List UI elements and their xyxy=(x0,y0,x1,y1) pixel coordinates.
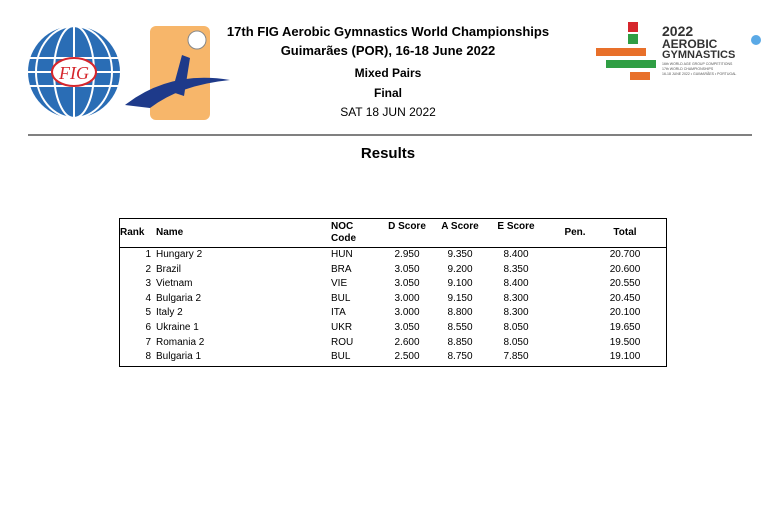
table-cell: 9.150 xyxy=(447,292,473,304)
table-cell: 19.650 xyxy=(609,322,641,333)
table-cell: 20.600 xyxy=(609,263,641,275)
table-cell: HUN xyxy=(331,249,353,260)
table-cell: 8.850 xyxy=(447,336,473,348)
table-cell: 2.600 xyxy=(394,336,420,348)
table-cell: 5 xyxy=(145,307,151,319)
logo-line: GYMNASTICS xyxy=(662,49,735,61)
table-cell: 2.500 xyxy=(394,351,420,363)
table-cell: Italy 2 xyxy=(156,307,183,319)
event-logo: 2022 AEROBIC GYMNASTICS 16th WORLD AGE G… xyxy=(596,22,761,80)
table-cell: Bulgaria 1 xyxy=(156,351,202,363)
fig-logo: FIG xyxy=(28,25,120,119)
table-cell: 3.000 xyxy=(394,292,420,304)
table-cell: Hungary 2 xyxy=(156,249,203,260)
table-cell: 8 xyxy=(145,351,151,363)
event: Mixed Pairs xyxy=(354,66,422,80)
column-header: D Score xyxy=(388,221,426,232)
table-cell: 6 xyxy=(145,322,151,333)
phase: Final xyxy=(373,86,402,100)
table-cell: 20.700 xyxy=(609,249,641,260)
logo-year: 2022 xyxy=(662,23,693,39)
venue: Guimarães (POR), 16-18 June 2022 xyxy=(280,43,496,58)
table-cell: 8.050 xyxy=(503,336,529,348)
table-cell: BUL xyxy=(331,351,351,363)
table-cell: 9.200 xyxy=(447,263,473,275)
column-header: NOC Code xyxy=(331,221,356,244)
table-cell: 3.050 xyxy=(394,263,420,275)
table-cell: 2.950 xyxy=(394,249,420,260)
table-cell: 8.300 xyxy=(503,307,529,319)
results-table: Rank Name NOC Code D Score A Score E Score Pen… xyxy=(119,218,667,367)
table-cell: 8.550 xyxy=(447,322,473,333)
date: SAT 18 JUN 2022 xyxy=(340,105,436,119)
table-cell: ROU xyxy=(331,336,354,348)
column-header: Name xyxy=(156,227,184,238)
section-title: Results xyxy=(360,145,416,162)
table-cell: 8.400 xyxy=(503,249,529,260)
table-cell: 3.000 xyxy=(394,307,420,319)
table-cell: 8.750 xyxy=(447,351,473,363)
table-cell: Ukraine 1 xyxy=(156,322,199,333)
table-cell: 7.850 xyxy=(503,351,529,363)
table-cell: 8.050 xyxy=(503,322,529,333)
fig-logo-text: FIG xyxy=(58,63,89,83)
table-cell: 8.800 xyxy=(447,307,473,319)
column-header: E Score xyxy=(497,221,535,232)
table-cell: 8.400 xyxy=(503,278,529,290)
table-cell: BUL xyxy=(331,292,351,304)
table-cell: 4 xyxy=(145,292,151,304)
table-cell: 8.300 xyxy=(503,292,529,304)
table-cell: Bulgaria 2 xyxy=(156,292,202,304)
table-cell: 3.050 xyxy=(394,322,420,333)
event-emblem xyxy=(125,26,230,120)
table-cell: Romania 2 xyxy=(156,336,205,348)
logo-small: 17th WORLD CHAMPIONSHIPS xyxy=(662,67,714,71)
column-header: Rank xyxy=(120,227,145,238)
table-cell: 8.350 xyxy=(503,263,529,275)
logo-small: 16th WORLD AGE GROUP COMPETITIONS xyxy=(662,62,733,66)
logos: FIG 2022 AEROBIC GYMNASTICS 16th WORLD A… xyxy=(28,22,761,136)
table-cell: 9.100 xyxy=(447,278,473,290)
title: 17th FIG Aerobic Gymnastics World Champi… xyxy=(226,24,550,39)
table-cell: 1 xyxy=(145,249,151,260)
table-cell: 20.550 xyxy=(609,278,641,290)
table-cell: 3.050 xyxy=(394,278,420,290)
table-cell: 7 xyxy=(145,336,151,348)
table-cell: 3 xyxy=(145,278,151,290)
logo-line: AEROBIC xyxy=(662,37,718,51)
column-header: Pen. xyxy=(564,227,586,238)
header-border xyxy=(120,247,666,248)
table-cell: VIE xyxy=(331,278,348,290)
logo-small: 16-18 JUNE 2022 • GUIMARÃES • PORTUGAL xyxy=(662,71,736,76)
table-cell: BRA xyxy=(331,263,352,275)
table-cell: ITA xyxy=(331,307,346,319)
table-cell: 20.100 xyxy=(609,307,641,319)
table-cell: 20.450 xyxy=(609,292,641,304)
table-cell: 2 xyxy=(145,263,151,275)
table-cell: 9.350 xyxy=(447,249,473,260)
table-cell: UKR xyxy=(331,322,353,333)
column-header: Total xyxy=(613,227,637,238)
table-cell: 19.100 xyxy=(609,351,641,363)
table-cell: Brazil xyxy=(156,263,182,275)
table-cell: Vietnam xyxy=(156,278,193,290)
table-cell: 19.500 xyxy=(609,336,641,348)
column-header: A Score xyxy=(441,221,479,232)
